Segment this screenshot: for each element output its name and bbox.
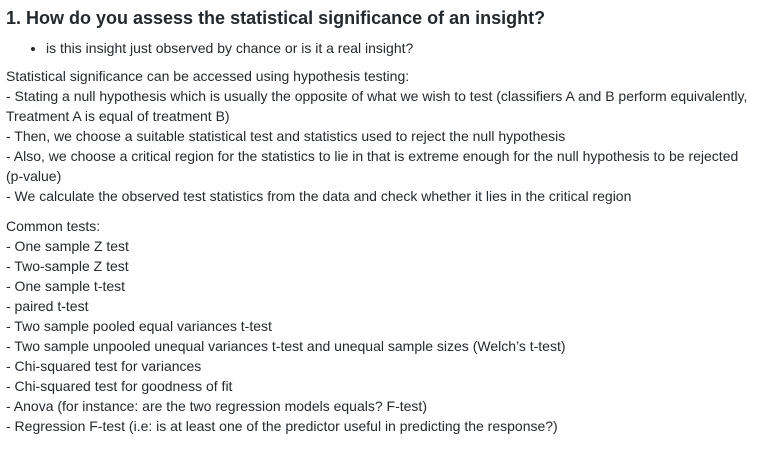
answer-step: - Stating a null hypothesis which is usu… — [6, 88, 748, 124]
test-item: - Regression F-test (i.e: is at least on… — [6, 418, 558, 434]
question-bullets: is this insight just observed by chance … — [6, 38, 757, 58]
test-item: - Chi-squared test for variances — [6, 358, 202, 374]
test-item: - paired t-test — [6, 298, 89, 314]
answer-step: - We calculate the observed test statist… — [6, 188, 632, 204]
answer-step: - Also, we choose a critical region for … — [6, 148, 739, 184]
tests-heading: Common tests: — [6, 218, 101, 234]
test-item: - One sample t-test — [6, 278, 126, 294]
answer-block: Statistical significance can be accessed… — [6, 66, 757, 206]
test-item: - One sample Z test — [6, 238, 129, 254]
test-item: - Two-sample Z test — [6, 258, 129, 274]
bullet-item: is this insight just observed by chance … — [46, 38, 757, 58]
question-title: 1. How do you assess the statistical sig… — [6, 8, 546, 28]
test-item: - Two sample unpooled unequal variances … — [6, 338, 566, 354]
test-item: - Anova (for instance: are the two regre… — [6, 398, 427, 414]
answer-intro: Statistical significance can be accessed… — [6, 68, 410, 84]
test-item: - Two sample pooled equal variances t-te… — [6, 318, 272, 334]
tests-block: Common tests: - One sample Z test - Two-… — [6, 216, 757, 436]
test-item: - Chi-squared test for goodness of fit — [6, 378, 233, 394]
answer-step: - Then, we choose a suitable statistical… — [6, 128, 566, 144]
